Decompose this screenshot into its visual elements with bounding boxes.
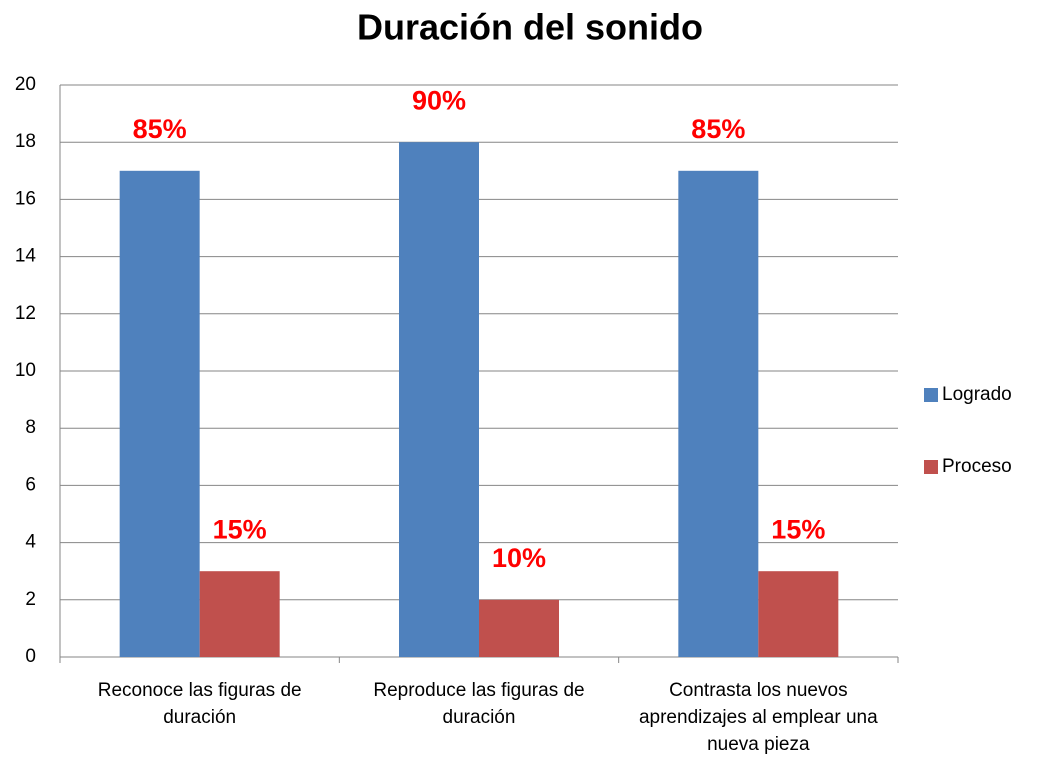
bar: [399, 142, 479, 657]
data-label: 85%: [133, 114, 187, 144]
data-label: 85%: [691, 114, 745, 144]
y-tick-label: 6: [25, 474, 36, 495]
legend-swatch: [924, 388, 938, 402]
legend-label: Logrado: [942, 384, 1012, 405]
y-tick-label: 20: [15, 74, 36, 95]
y-tick-label: 8: [25, 417, 36, 438]
y-tick-label: 14: [15, 246, 37, 267]
data-label: 15%: [771, 514, 825, 544]
bar: [479, 599, 559, 657]
x-tick-label: Contrasta los nuevos aprendizajes al emp…: [638, 680, 878, 755]
x-tick-label: Reproduce las figuras de duración: [373, 680, 585, 728]
legend-label: Proceso: [942, 456, 1012, 477]
chart-title: Duración del sonido: [357, 7, 703, 48]
data-label: 90%: [412, 85, 466, 115]
data-label: 10%: [492, 543, 546, 573]
data-label: 15%: [213, 514, 267, 544]
x-tick-label: Reconoce las figuras de duración: [97, 680, 302, 728]
y-tick-label: 10: [15, 360, 36, 381]
y-tick-label: 12: [15, 303, 36, 324]
y-tick-label: 16: [15, 188, 36, 209]
bar: [758, 571, 839, 657]
bar: [678, 170, 759, 658]
y-tick-label: 0: [25, 646, 36, 667]
y-tick-label: 2: [25, 589, 36, 610]
bar: [119, 170, 200, 658]
y-tick-label: 4: [25, 532, 36, 553]
bar: [199, 571, 280, 657]
y-tick-label: 18: [15, 131, 36, 152]
legend-swatch: [924, 460, 938, 474]
